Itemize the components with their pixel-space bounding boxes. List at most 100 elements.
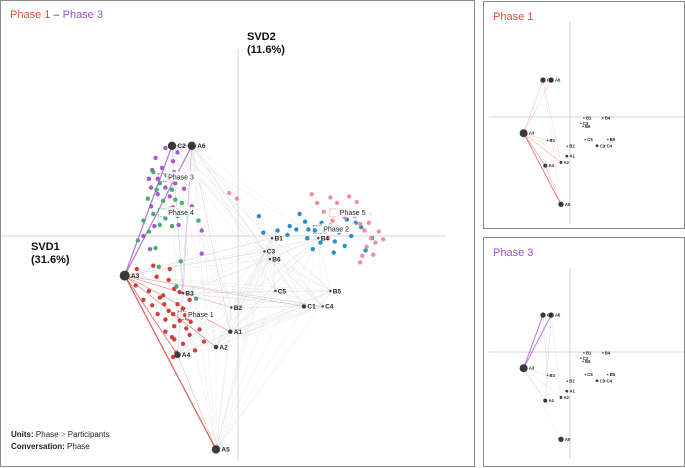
point-phase-2 [312, 228, 318, 233]
node-a6 [548, 312, 554, 318]
point-phase-4 [173, 197, 178, 202]
point-phase-2 [332, 239, 337, 244]
node-b5 [607, 373, 609, 376]
point-phase-4 [157, 222, 163, 228]
node-label-b4: B4 [605, 115, 611, 120]
network-edge-faint [271, 238, 305, 307]
network-edge-a3-a2 [523, 132, 562, 163]
network-edge-faint [215, 251, 265, 450]
node-c1 [301, 304, 307, 309]
node-label-a1: A1 [569, 389, 575, 394]
node-label-a2: A2 [219, 344, 228, 351]
network-edge-faint [177, 258, 271, 355]
point-phase-5 [368, 236, 374, 241]
point-phase-2 [349, 233, 354, 239]
network-edge-a3-a4 [124, 275, 178, 356]
node-a5 [558, 436, 564, 442]
node-label-b1: B1 [275, 235, 284, 242]
node-c3 [263, 250, 266, 253]
point-phase-4 [151, 211, 156, 217]
units-arrow: > [60, 430, 66, 439]
point-phase-3 [199, 228, 204, 233]
point-phase-1 [163, 329, 168, 334]
network-edge-faint [303, 238, 319, 307]
node-label-a1: A1 [569, 154, 575, 159]
node-c4 [603, 145, 606, 147]
point-phase-5 [234, 196, 240, 201]
network-edge-faint [171, 145, 319, 239]
node-label-b3: B3 [185, 290, 194, 297]
svd2-axis-percent: (11.6%) [247, 44, 285, 56]
node-c1 [595, 144, 599, 148]
network-edge-faint [215, 238, 319, 348]
phase-label-phase-1: Phase 1 [188, 312, 214, 319]
network-edge-faint [264, 251, 276, 292]
node-a5 [211, 445, 221, 454]
network-edge-faint [191, 145, 319, 239]
point-phase-2 [363, 248, 368, 253]
node-c2 [540, 312, 546, 318]
node-b6 [582, 125, 584, 128]
main-network-plot: Phase 1 Phase 2 Phase 3 Phase 4 Phase 5 A1 A2 A… [1, 49, 446, 461]
node-c4 [321, 305, 324, 308]
network-edge-faint [215, 306, 305, 450]
network-edge-faint [269, 238, 319, 260]
main-title-phase-a: Phase 1 [10, 9, 51, 21]
point-phase-2 [310, 247, 315, 252]
network-edge-faint [171, 145, 276, 292]
node-c5 [584, 373, 587, 376]
network-edge-faint [215, 290, 331, 450]
point-phase-4 [151, 170, 156, 175]
point-phase-4 [145, 196, 150, 201]
network-edge-faint [231, 258, 271, 308]
units-key: Units: [11, 430, 34, 439]
point-phase-1 [170, 311, 176, 317]
node-label-b5: B5 [333, 288, 342, 295]
point-phase-2 [331, 250, 336, 255]
node-label-c5: C5 [587, 137, 593, 142]
network-edge-faint [177, 354, 217, 450]
network-edge-faint [231, 290, 276, 308]
node-b1 [270, 237, 274, 240]
network-edge-a3-c3 [124, 251, 265, 276]
network-edge-faint [182, 293, 305, 307]
node-c5 [274, 289, 277, 293]
point-phase-3 [148, 185, 154, 190]
point-phase-4 [174, 284, 179, 289]
network-edge-a3-c2 [124, 145, 173, 276]
point-phase-1 [134, 266, 139, 272]
point-phase-5 [376, 229, 381, 234]
point-phase-1 [187, 332, 192, 338]
node-label-a5: A5 [565, 202, 571, 207]
point-phase-5 [334, 200, 340, 206]
point-phase-1 [180, 306, 186, 311]
point-phase-2 [294, 227, 299, 232]
network-edge-a3-a1 [523, 133, 567, 157]
point-phase-4 [196, 218, 201, 223]
node-label-c4: C4 [325, 304, 334, 311]
point-phase-3 [148, 204, 154, 209]
node-b5 [607, 138, 609, 141]
node-label-c5: C5 [587, 372, 593, 377]
point-phase-2 [306, 227, 311, 232]
node-a1 [565, 389, 569, 393]
network-edge-faint [275, 290, 305, 307]
point-phase-5 [357, 260, 363, 265]
node-c3 [580, 357, 582, 360]
node-c1 [595, 379, 599, 383]
node-label-a2: A2 [564, 395, 570, 400]
point-phase-3 [141, 233, 146, 239]
main-title-separator: – [50, 9, 63, 21]
network-edge-faint [191, 145, 276, 292]
point-phase-1 [133, 283, 138, 288]
point-phase-1 [151, 263, 156, 268]
phase-label-bg [186, 309, 220, 320]
node-b3 [181, 292, 185, 295]
point-phase-3 [163, 145, 168, 151]
point-phase-4 [146, 229, 152, 234]
network-edge-a4-a5 [545, 165, 562, 205]
point-phase-3 [199, 251, 204, 256]
network-edge-faint [231, 290, 331, 308]
network-edge-a3-b3 [523, 133, 548, 141]
network-edge-faint [171, 145, 331, 292]
